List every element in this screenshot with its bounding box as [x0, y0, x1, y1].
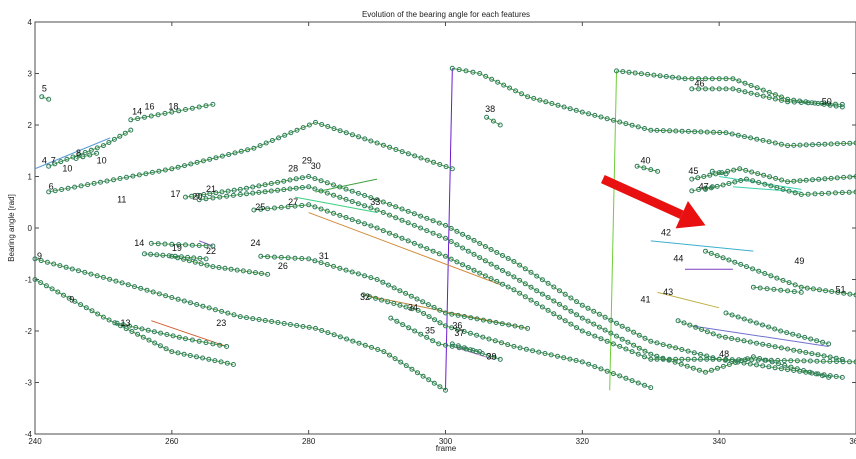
y-tick-label: -2 [25, 327, 33, 336]
feature-label: 46 [695, 78, 705, 88]
feature-label: 14 [134, 238, 144, 248]
feature-label: 17 [170, 189, 180, 199]
x-tick-label: 360 [849, 437, 856, 446]
feature-label: 38 [485, 104, 495, 114]
feature-label: 9 [37, 251, 42, 261]
feature-label: 5 [42, 84, 47, 94]
y-tick-label: 0 [28, 224, 33, 233]
feature-label: 42 [661, 228, 671, 238]
feature-label: 14 [132, 107, 142, 117]
y-tick-label: 4 [28, 18, 33, 27]
feature-label: 20 [192, 192, 202, 202]
feature-label: 31 [319, 251, 329, 261]
feature-label: 34 [408, 302, 418, 312]
feature-label: 44 [673, 253, 683, 263]
feature-label: 43 [663, 287, 673, 297]
y-tick-label: 3 [28, 70, 33, 79]
feature-label: 24 [251, 238, 261, 248]
x-axis-label: frame [436, 444, 457, 453]
y-tick-label: -1 [25, 276, 33, 285]
feature-label: 21 [206, 184, 216, 194]
feature-label: 33 [370, 197, 380, 207]
x-tick-label: 340 [712, 437, 726, 446]
feature-label: 4 [42, 156, 47, 166]
x-tick-label: 280 [302, 437, 316, 446]
feature-label: 51 [835, 284, 845, 294]
feature-label: 39 [487, 351, 497, 361]
feature-label: 49 [794, 256, 804, 266]
feature-label: 41 [640, 295, 650, 305]
feature-label: 40 [640, 156, 650, 166]
feature-label: 22 [206, 246, 216, 256]
feature-label: 27 [288, 197, 298, 207]
feature-label: 16 [144, 102, 154, 112]
y-tick-label: 1 [28, 173, 33, 182]
feature-label: 6 [49, 181, 54, 191]
feature-label: 11 [117, 194, 126, 204]
feature-label: 10 [62, 163, 72, 173]
feature-label: 25 [255, 202, 265, 212]
feature-label: 30 [311, 161, 321, 171]
x-tick-label: 260 [165, 437, 179, 446]
feature-label: 8 [76, 148, 81, 158]
feature-label: 45 [688, 166, 698, 176]
y-axis-label: Bearing angle [rad] [7, 194, 16, 262]
y-tick-label: -4 [25, 430, 33, 439]
feature-label: 19 [172, 243, 182, 253]
feature-label: 10 [97, 156, 107, 166]
y-tick-label: 2 [28, 121, 33, 130]
y-tick-label: -3 [25, 379, 33, 388]
feature-label: 35 [425, 326, 435, 336]
feature-label: 7 [51, 156, 56, 166]
feature-label: 23 [216, 318, 226, 328]
feature-label: 18 [168, 102, 178, 112]
feature-label: 26 [278, 261, 288, 271]
feature-label: 47 [699, 181, 709, 191]
feature-label: 37 [454, 328, 464, 338]
x-tick-label: 320 [576, 437, 590, 446]
feature-label: 48 [719, 349, 729, 359]
chart-title: Evolution of the bearing angle for each … [362, 10, 530, 19]
feature-label: 50 [822, 96, 832, 106]
feature-label: 32 [360, 292, 370, 302]
feature-label: 9 [69, 295, 74, 305]
feature-label: 13 [121, 318, 131, 328]
feature-label: 28 [288, 163, 298, 173]
